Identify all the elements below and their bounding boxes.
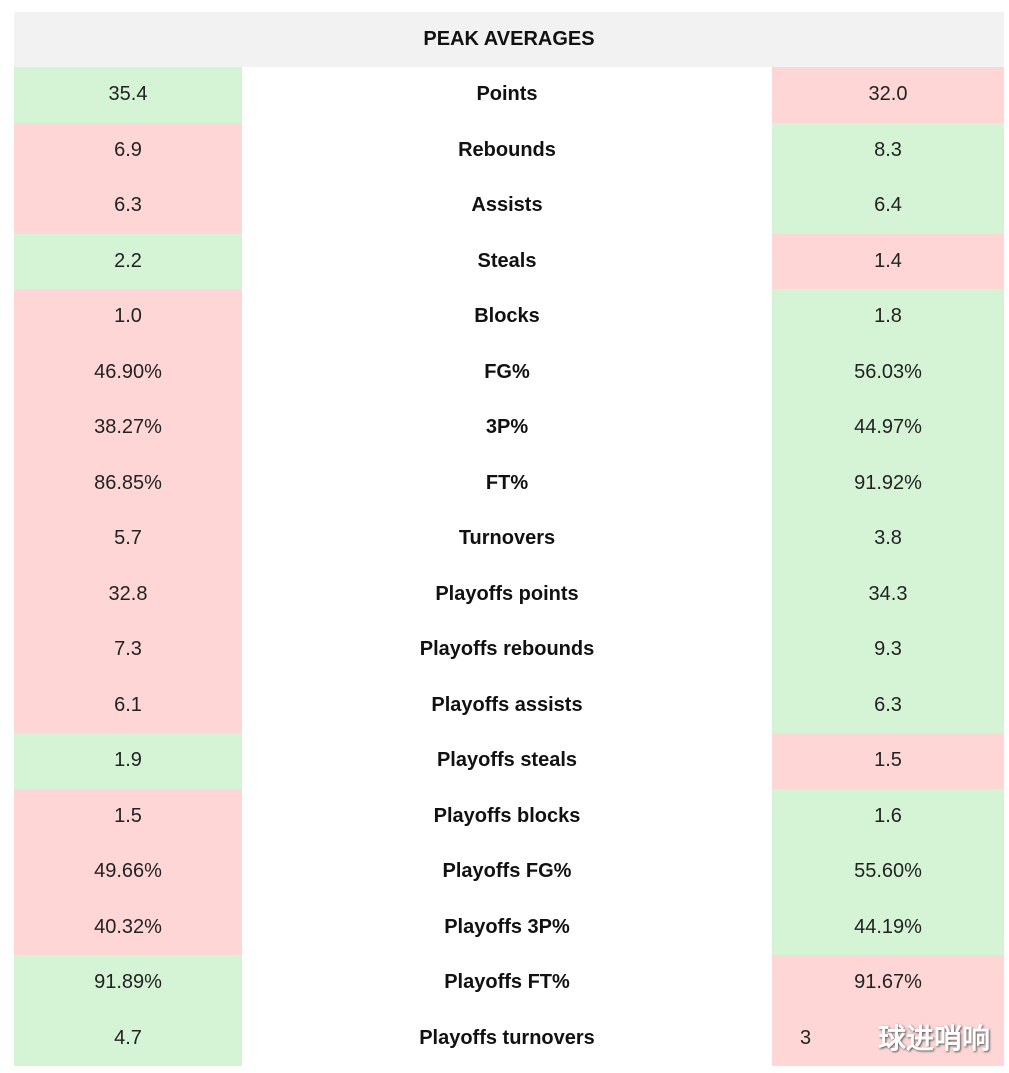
left-value: 49.66% bbox=[14, 844, 242, 900]
right-value: 55.60% bbox=[772, 844, 1004, 900]
left-value: 2.2 bbox=[14, 233, 242, 289]
right-value: 34.3 bbox=[772, 566, 1004, 622]
watermark: 球进哨响 bbox=[878, 1022, 991, 1055]
right-value: 1.8 bbox=[772, 289, 1004, 345]
table-row: 2.2 Steals 1.4 bbox=[14, 233, 1004, 289]
stat-label: Points bbox=[476, 83, 538, 106]
right-value: 56.03% bbox=[772, 344, 1004, 400]
left-value: 1.9 bbox=[14, 733, 242, 789]
right-value: 8.3 bbox=[772, 122, 1004, 178]
table-row: 6.3 Assists 6.4 bbox=[14, 178, 1004, 234]
table-row: 91.89% Playoffs FT% 91.67% bbox=[14, 955, 1004, 1011]
left-value: 35.4 bbox=[14, 67, 242, 123]
stat-label: Playoffs steals bbox=[436, 749, 578, 772]
left-value: 32.8 bbox=[14, 566, 242, 622]
table-row: 7.3 Playoffs rebounds 9.3 bbox=[14, 622, 1004, 678]
peak-averages-table: PEAK AVERAGES 35.4 Points 32.0 6.9 Rebounds 8… bbox=[14, 12, 1004, 1066]
stat-label: 3P% bbox=[485, 416, 529, 439]
right-value: 9.3 bbox=[772, 622, 1004, 678]
stat-label: Blocks bbox=[474, 305, 540, 328]
right-value: 3 bbox=[772, 1010, 1004, 1066]
table-row: 6.1 Playoffs assists 6.3 bbox=[14, 677, 1004, 733]
table-header: PEAK AVERAGES bbox=[14, 12, 1004, 67]
left-value: 4.7 bbox=[14, 1010, 242, 1066]
stat-label: FG% bbox=[484, 360, 530, 383]
right-value: 44.97% bbox=[772, 400, 1004, 456]
stat-label: Playoffs rebounds bbox=[419, 638, 595, 661]
left-value: 6.1 bbox=[14, 677, 242, 733]
table-row: 40.32% Playoffs 3P% 44.19% bbox=[14, 899, 1004, 955]
left-value: 46.90% bbox=[14, 344, 242, 400]
stat-label: Playoffs 3P% bbox=[444, 915, 570, 938]
left-value: 86.85% bbox=[14, 455, 242, 511]
stat-label: Rebounds bbox=[458, 138, 556, 161]
right-value: 1.5 bbox=[772, 733, 1004, 789]
stat-label: Assists bbox=[471, 194, 543, 217]
right-value: 1.6 bbox=[772, 788, 1004, 844]
left-value: 6.3 bbox=[14, 178, 242, 234]
table-row: 86.85% FT% 91.92% bbox=[14, 455, 1004, 511]
table-row: 5.7 Turnovers 3.8 bbox=[14, 511, 1004, 567]
stat-label: FT% bbox=[485, 471, 529, 494]
right-value: 1.4 bbox=[772, 233, 1004, 289]
right-value: 6.3 bbox=[772, 677, 1004, 733]
table-row: 4.7 Playoffs turnovers 3 bbox=[14, 1010, 1004, 1066]
left-value: 7.3 bbox=[14, 622, 242, 678]
stat-label: Steals bbox=[477, 249, 537, 272]
right-value: 6.4 bbox=[772, 178, 1004, 234]
left-value: 38.27% bbox=[14, 400, 242, 456]
left-value: 91.89% bbox=[14, 955, 242, 1011]
stat-label: Playoffs assists bbox=[431, 693, 583, 716]
stat-label: Turnovers bbox=[458, 527, 556, 550]
stat-label: Playoffs points bbox=[435, 582, 579, 605]
right-value: 91.67% bbox=[772, 955, 1004, 1011]
table-row: 46.90% FG% 56.03% bbox=[14, 344, 1004, 400]
left-value: 1.0 bbox=[14, 289, 242, 345]
right-value: 32.0 bbox=[772, 67, 1004, 123]
table-row: 32.8 Playoffs points 34.3 bbox=[14, 566, 1004, 622]
left-value: 1.5 bbox=[14, 788, 242, 844]
left-value: 6.9 bbox=[14, 122, 242, 178]
stat-label: Playoffs FG% bbox=[442, 860, 572, 883]
left-value: 5.7 bbox=[14, 511, 242, 567]
right-value: 91.92% bbox=[772, 455, 1004, 511]
table-row: 1.9 Playoffs steals 1.5 bbox=[14, 733, 1004, 789]
stat-label: Playoffs turnovers bbox=[419, 1026, 595, 1049]
left-value: 40.32% bbox=[14, 899, 242, 955]
table-row: 1.0 Blocks 1.8 bbox=[14, 289, 1004, 345]
stat-label: Playoffs FT% bbox=[444, 971, 570, 994]
table-row: 6.9 Rebounds 8.3 bbox=[14, 122, 1004, 178]
right-value: 44.19% bbox=[772, 899, 1004, 955]
table-row: 1.5 Playoffs blocks 1.6 bbox=[14, 788, 1004, 844]
stat-label: Playoffs blocks bbox=[433, 804, 581, 827]
right-value: 3.8 bbox=[772, 511, 1004, 567]
table-row: 35.4 Points 32.0 bbox=[14, 67, 1004, 123]
table-row: 49.66% Playoffs FG% 55.60% bbox=[14, 844, 1004, 900]
table-row: 38.27% 3P% 44.97% bbox=[14, 400, 1004, 456]
table-body: 35.4 Points 32.0 6.9 Rebounds 8.3 6.3 Assists 6.… bbox=[14, 67, 1004, 1066]
